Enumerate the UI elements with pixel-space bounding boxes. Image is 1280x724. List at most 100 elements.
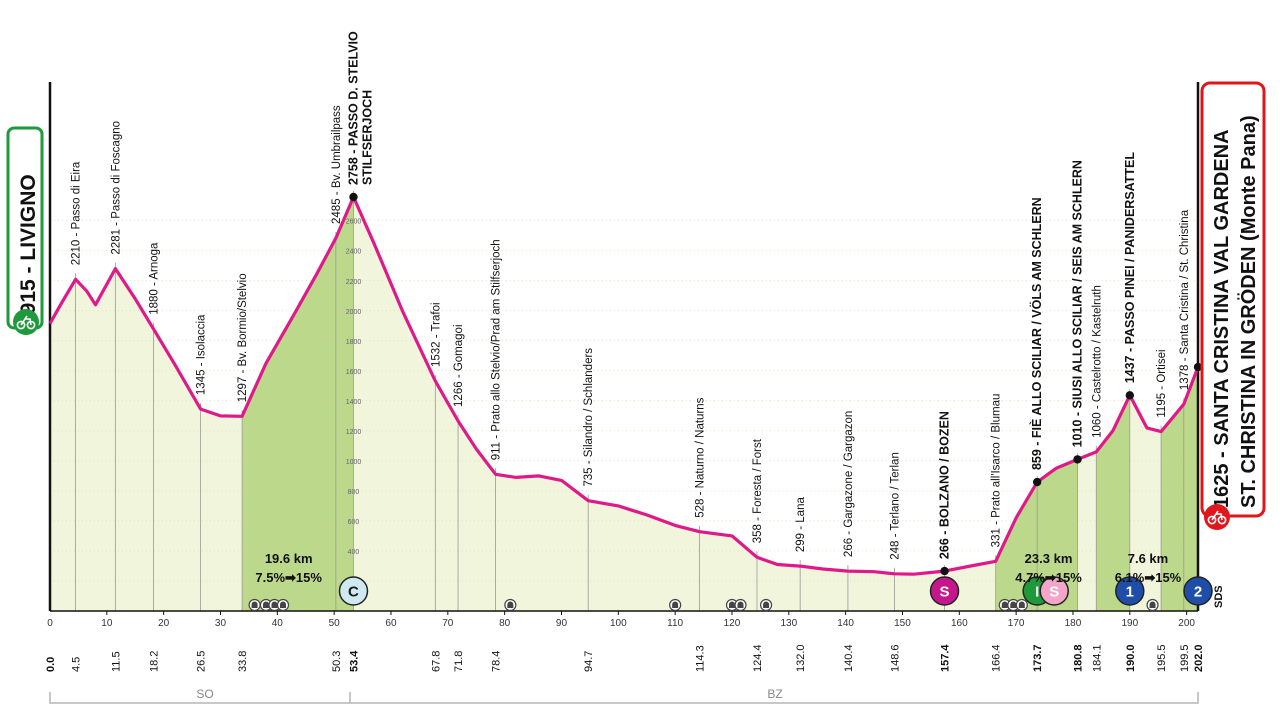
point-label: 735 - Silandro / Schlanders (583, 348, 595, 487)
tunnel-icon-arch (262, 601, 269, 608)
finish-bike-icon (1204, 504, 1230, 530)
km-label: 114.3 (695, 645, 707, 672)
point-label: 331 - Prato all'Isarco / Blumau (991, 394, 1003, 548)
finish-box: 1625 - SANTA CRISTINA VAL GARDENA ST. CH… (1200, 81, 1266, 530)
point-label: 1010 - SIUSI ALLO SCILIAR / SEIS AM SCHL… (1071, 160, 1085, 447)
km-label: 195.5 (1156, 644, 1168, 672)
point-label: 911 - Prato allo Stelvio/Prad am Stilfse… (491, 239, 503, 460)
x-tick-label: 190 (1121, 618, 1138, 629)
km-label-group: 26.5 (196, 651, 208, 672)
climb-marker-text: I (1035, 584, 1039, 601)
climb-marker-4: S (1039, 576, 1069, 606)
x-tick-label: 90 (556, 618, 568, 629)
point-dot (349, 192, 358, 202)
x-tick-label: 0 (47, 618, 53, 629)
km-label: 26.5 (196, 651, 208, 672)
start-box: 1915 - LIVIGNO (6, 126, 44, 335)
point-label-group: 331 - Prato all'Isarco / Blumau (991, 394, 1003, 548)
tunnel-icon (669, 598, 682, 612)
point-label: 1060 - Castelrotto / Kastelruth (1091, 285, 1103, 438)
point-label-group: 528 - Naturno / Naturns (695, 397, 707, 517)
x-tick-label: 110 (667, 618, 683, 629)
tunnel-icon-arch (1149, 601, 1156, 608)
point-label: 2210 - Passo di Eira (71, 161, 83, 265)
tunnel-icon-arch (271, 601, 278, 608)
x-tick-label: 180 (1065, 618, 1082, 629)
point-dot (940, 566, 949, 576)
tunnel-icon (1015, 598, 1028, 612)
point-label-group: 735 - Silandro / Schlanders (583, 348, 595, 487)
climb-marker-circle (1039, 576, 1069, 606)
climb-fill-2 (995, 459, 1078, 611)
point-label: 1880 - Arnoga (148, 242, 160, 315)
climb-marker-text: 2 (1194, 584, 1202, 601)
tunnel-icon (734, 598, 747, 612)
annotations-layer: 19.6 km 7.5%➡15% 23.3 km 4.7%➡15% 7.6 km 6.1%… (255, 551, 1181, 585)
point-label: 358 - Foresta / Forst (752, 438, 764, 543)
point-label-group: 248 - Terlano / Terlan (890, 452, 902, 560)
x-tick-label: 200 (1178, 618, 1195, 629)
km-label: 0.0 (45, 657, 57, 672)
climb-marker-2: S (929, 576, 960, 606)
x-tick-label: 70 (442, 618, 454, 629)
tunnel-icon-arch (737, 601, 744, 608)
tunnel-icon-arch (280, 601, 287, 608)
point-label: 1297 - Bv. Bormio/Stelvio (237, 273, 249, 402)
km-label-group: 71.8 (453, 651, 465, 672)
climb-annotation-length: 7.6 km (1128, 551, 1168, 566)
km-label: 148.6 (890, 644, 902, 672)
km-label-group: 184.1 (1091, 644, 1103, 672)
markers-layer: C S I S 1 2 SDS (248, 576, 1225, 612)
x-tick-label: 40 (272, 618, 284, 629)
km-label-group: 50.3 (331, 651, 343, 672)
tunnel-icon-arch (728, 601, 735, 608)
point-label: 859 - FIÈ ALLO SCILIAR / VÖLS AM SCHLERN (1029, 197, 1044, 470)
climb-fill-4 (1161, 367, 1198, 611)
tunnel-icon (268, 598, 281, 612)
tunnel-icon (759, 598, 773, 612)
climb-annotation-gradient: 4.7%➡15% (1015, 570, 1082, 585)
km-label-group: 190.0 (1125, 644, 1137, 672)
climb-fill-1 (242, 197, 354, 611)
point-label-group: 859 - FIÈ ALLO SCILIAR / VÖLS AM SCHLERN (1029, 197, 1044, 470)
x-tick-label: 140 (837, 618, 854, 629)
km-label: 199.5 (1179, 644, 1191, 672)
point-label-group: 1060 - Castelrotto / Kastelruth (1091, 285, 1103, 438)
finish-label-line1: 1625 - SANTA CRISTINA VAL GARDENA (1211, 129, 1233, 508)
tunnel-icon (504, 598, 517, 612)
km-label-group: 33.8 (237, 651, 249, 672)
climb-annotation-length: 19.6 km (265, 551, 313, 566)
km-label: 71.8 (453, 651, 465, 672)
climb-marker-circle (338, 576, 369, 606)
point-label: 2485 - Bv. Umbrailpass (331, 105, 343, 224)
km-label-group: 132.0 (795, 644, 807, 672)
tunnel-icon (248, 598, 261, 612)
region-label-so: SO (196, 687, 213, 701)
sds-label-group: SDS (1213, 585, 1225, 608)
km-label-group: 0.0 (45, 657, 57, 672)
finish-dot (1193, 362, 1203, 372)
climb-marker-1: C (338, 576, 369, 606)
km-label-group: 124.4 (752, 644, 764, 672)
point-labels-layer: 2210 - Passo di Eira 2281 - Passo di Fosc… (71, 31, 1203, 576)
x-tick-label: 60 (385, 618, 397, 629)
km-label: 4.5 (71, 657, 83, 672)
x-tick-label: 100 (610, 618, 627, 629)
point-label-group: 266 - BOLZANO / BOZEN (938, 411, 952, 559)
point-label-group: 1266 - Gomagoi (453, 324, 465, 406)
point-label: 1195 - Ortisei (1156, 349, 1168, 417)
point-label-group: 1880 - Arnoga (148, 242, 160, 315)
km-label: 202.0 (1193, 644, 1205, 672)
point-label: 1437 - PASSO PINEI / PANIDERSATTEL (1123, 152, 1137, 384)
point-label-group: 1437 - PASSO PINEI / PANIDERSATTEL (1123, 152, 1137, 384)
km-label-group: 202.0 (1193, 644, 1205, 672)
point-label-group: 1532 - Trafoi (430, 302, 442, 367)
km-label: 50.3 (331, 651, 343, 672)
km-label: 78.4 (491, 651, 503, 672)
km-label: 166.4 (991, 644, 1003, 672)
tunnel-icon-arch (251, 601, 258, 608)
climb-annotation-gradient: 7.5%➡15% (255, 570, 322, 585)
point-label-group: 1195 - Ortisei (1156, 349, 1168, 417)
km-label-group: 148.6 (890, 644, 902, 672)
